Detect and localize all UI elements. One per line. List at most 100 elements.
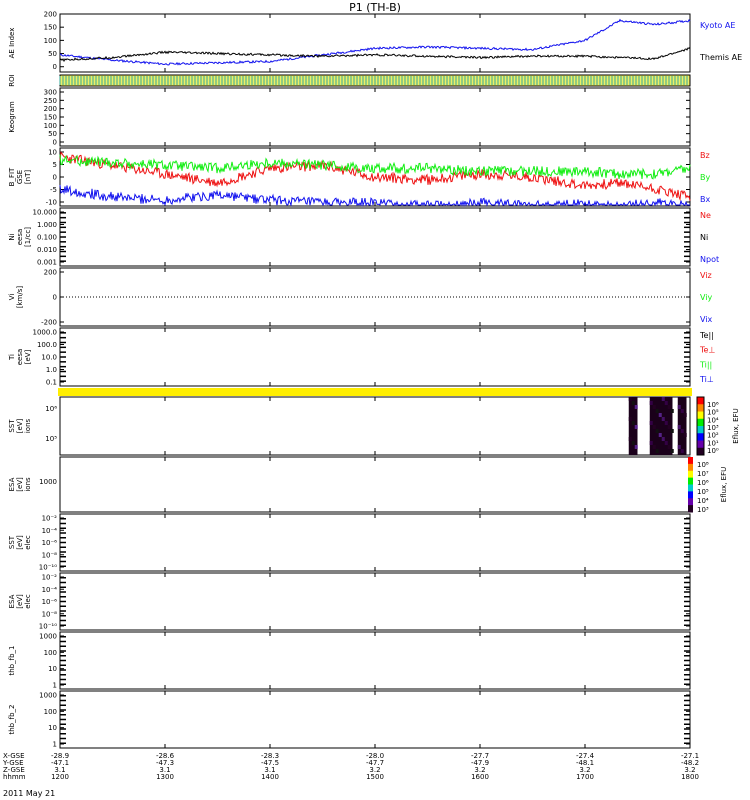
legend-entry: Ti|| xyxy=(699,360,712,369)
sst-elec-panel-frame xyxy=(59,513,691,572)
y-tick-label: 10.0 xyxy=(41,354,57,362)
spectrogram-cell xyxy=(655,449,659,453)
x-gse-value: -28.0 xyxy=(366,752,384,760)
colorbar-cell xyxy=(697,433,704,441)
y-tick-label: 300 xyxy=(44,89,57,97)
colorbar-tick-label: 10⁵ xyxy=(697,488,709,496)
sst-ion-panel-frame xyxy=(59,396,691,456)
spectrogram-block xyxy=(628,397,638,455)
colorbar-cell xyxy=(697,447,704,456)
y-tick-label: 10.000 xyxy=(33,209,58,217)
colorbar-cell xyxy=(697,418,704,427)
y-tick-label: 0.100 xyxy=(37,234,57,242)
y-axis-label: [eV] xyxy=(16,594,24,609)
y-tick-label: 1 xyxy=(53,741,57,749)
y-tick-label: 1000 xyxy=(39,478,57,486)
spectrogram-cell xyxy=(634,425,638,429)
y-tick-label: -200 xyxy=(41,319,57,327)
y-tick-label: 10⁻⁴ xyxy=(42,586,58,594)
y-tick-label: 1000 xyxy=(39,633,57,641)
axis-row-label: Z-GSE xyxy=(3,766,25,774)
legend-entry: Bz xyxy=(700,151,710,160)
colorbar-cell xyxy=(688,498,693,506)
spectrogram-cell xyxy=(631,441,635,445)
time-tick-label: 1500 xyxy=(366,773,384,781)
y-axis-label: eesa xyxy=(16,229,24,246)
spectrogram-cell xyxy=(661,437,665,441)
legend-entry: Te⊥ xyxy=(699,346,715,355)
y-tick-label: 100 xyxy=(44,708,57,716)
colorbar-cell xyxy=(688,505,693,513)
y-axis-label: elec xyxy=(24,594,32,609)
y-tick-label: 10⁻⁸ xyxy=(42,610,58,618)
y-axis-label: ESA xyxy=(8,594,16,608)
y-tick-label: 0 xyxy=(53,174,57,182)
colorbar-tick-label: 10⁰ xyxy=(707,447,719,455)
colorbar-cell xyxy=(688,457,693,465)
colorbar-cell xyxy=(688,491,693,499)
y-axis-label: ions xyxy=(24,418,32,433)
z-gse-value: 3.2 xyxy=(474,766,485,774)
y-gse-value: -48.1 xyxy=(576,759,594,767)
colorbar-tick-label: 10³ xyxy=(697,506,709,514)
y-tick-label: 10 xyxy=(48,665,57,673)
legend-entry: By xyxy=(700,173,710,182)
legend-entry: Npot xyxy=(700,255,719,264)
spectrogram-cell xyxy=(680,409,684,413)
spectrogram-cell xyxy=(634,445,638,449)
colorbar-cell xyxy=(688,477,693,485)
colorbar-cell xyxy=(697,426,704,434)
spectrogram-cell xyxy=(667,425,671,429)
y-gse-value: -47.9 xyxy=(471,759,489,767)
colorbar-label: Eflux, EFU xyxy=(720,467,728,502)
series-line-themisae xyxy=(59,46,691,63)
legend-entry: Viy xyxy=(700,293,713,302)
esa-ion-panel-frame xyxy=(59,456,691,513)
y-tick-label: 100.0 xyxy=(37,341,57,349)
spectrogram-cell xyxy=(655,409,659,413)
y-tick-label: 1.000 xyxy=(37,221,57,229)
keogram-panel-frame xyxy=(59,87,691,147)
legend-entry: Ti⊥ xyxy=(699,375,714,384)
y-tick-label: 10⁻¹⁰ xyxy=(39,564,57,572)
y-gse-value: -48.2 xyxy=(681,759,699,767)
y-tick-label: 0.1 xyxy=(46,379,57,387)
spectrogram-cell xyxy=(634,405,638,409)
y-tick-label: 10⁻² xyxy=(42,574,58,582)
spectrogram-cell xyxy=(667,445,671,449)
y-tick-label: 10 xyxy=(48,724,57,732)
colorbar-tick-label: 10⁶ xyxy=(707,401,719,409)
x-gse-value: -27.1 xyxy=(681,752,699,760)
colorbar-cell xyxy=(688,470,693,479)
colorbar-cell xyxy=(688,484,693,492)
y-axis-label: [nT] xyxy=(24,170,32,184)
z-gse-value: 3.1 xyxy=(159,766,170,774)
y-axis-label: [eV] xyxy=(24,349,32,364)
x-gse-value: -28.6 xyxy=(156,752,175,760)
date-label: 2011 May 21 xyxy=(3,789,55,798)
density-panel-frame xyxy=(59,207,691,267)
time-tick-label: 1700 xyxy=(576,773,594,781)
series-line-by xyxy=(59,154,691,180)
y-gse-value: -47.3 xyxy=(156,759,174,767)
y-tick-label: 10⁵ xyxy=(45,435,57,443)
y-axis-label: SST xyxy=(8,535,16,549)
y-axis-label: AE Index xyxy=(8,28,16,59)
y-tick-label: 1000.0 xyxy=(33,329,58,337)
spectrogram-cell xyxy=(649,401,653,405)
spectrogram-cell xyxy=(680,429,684,433)
y-tick-label: 0 xyxy=(53,294,57,302)
series-line-bx xyxy=(59,184,690,207)
spectrogram-cell xyxy=(631,421,635,425)
colorbar-cell xyxy=(697,411,704,420)
z-gse-value: 3.2 xyxy=(369,766,380,774)
plot-title: P1 (TH-B) xyxy=(349,1,401,14)
y-tick-label: 10⁻⁸ xyxy=(42,551,58,559)
colorbar-tick-label: 10⁷ xyxy=(697,470,709,478)
spectrogram-cell xyxy=(667,405,671,409)
x-gse-value: -27.7 xyxy=(471,752,489,760)
axis-row-label: X-GSE xyxy=(3,752,25,760)
y-tick-label: 10 xyxy=(48,149,57,157)
y-axis-label: GSE xyxy=(16,170,24,184)
